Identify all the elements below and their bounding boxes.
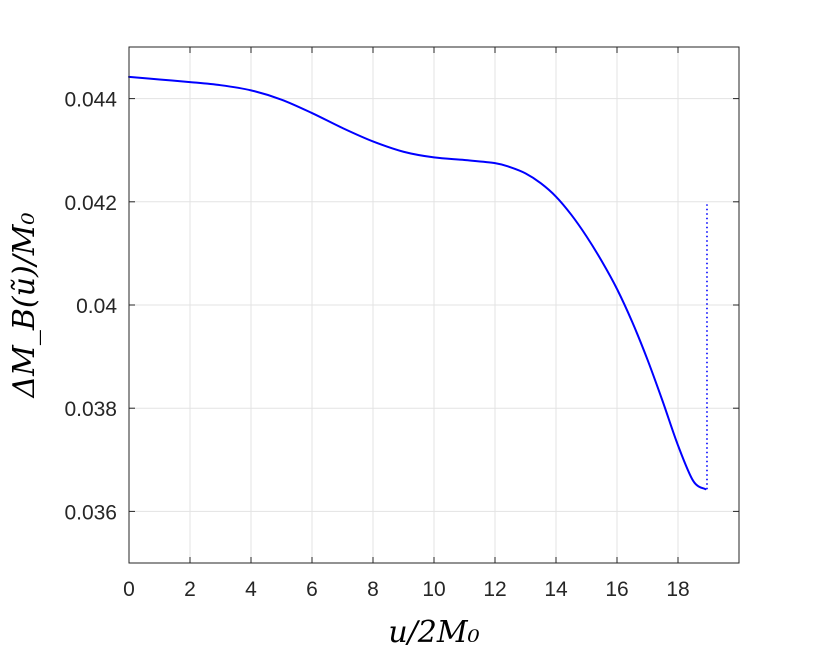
x-tick-label: 0 bbox=[123, 578, 135, 601]
ticks: 0 2 4 6 8 10 12 14 16 18 0.036 0.038 0.04 0.042 0.044 bbox=[64, 47, 739, 601]
solid-series-line bbox=[128, 75, 707, 491]
x-tick-label: 14 bbox=[544, 578, 568, 601]
x-tick-label: 2 bbox=[184, 578, 196, 601]
x-tick-label: 10 bbox=[422, 578, 445, 601]
x-tick-label: 6 bbox=[306, 578, 318, 601]
x-tick-label: 4 bbox=[245, 578, 257, 601]
x-tick-label: 8 bbox=[367, 578, 379, 601]
y-axis-label: ΔM_B(ũ)/M₀ bbox=[7, 212, 42, 398]
grid bbox=[128, 47, 739, 563]
y-tick-label: 0.038 bbox=[64, 398, 117, 421]
x-tick-label: 12 bbox=[483, 578, 506, 601]
y-tick-label: 0.036 bbox=[64, 501, 117, 524]
y-tick-label: 0.042 bbox=[64, 192, 117, 215]
y-tick-label: 0.044 bbox=[64, 89, 117, 112]
x-tick-label: 18 bbox=[666, 578, 689, 601]
x-tick-label: 16 bbox=[605, 578, 628, 601]
y-tick-label: 0.04 bbox=[76, 295, 117, 318]
series-layer bbox=[128, 75, 708, 491]
x-axis-label: u/2M₀ bbox=[388, 615, 479, 650]
